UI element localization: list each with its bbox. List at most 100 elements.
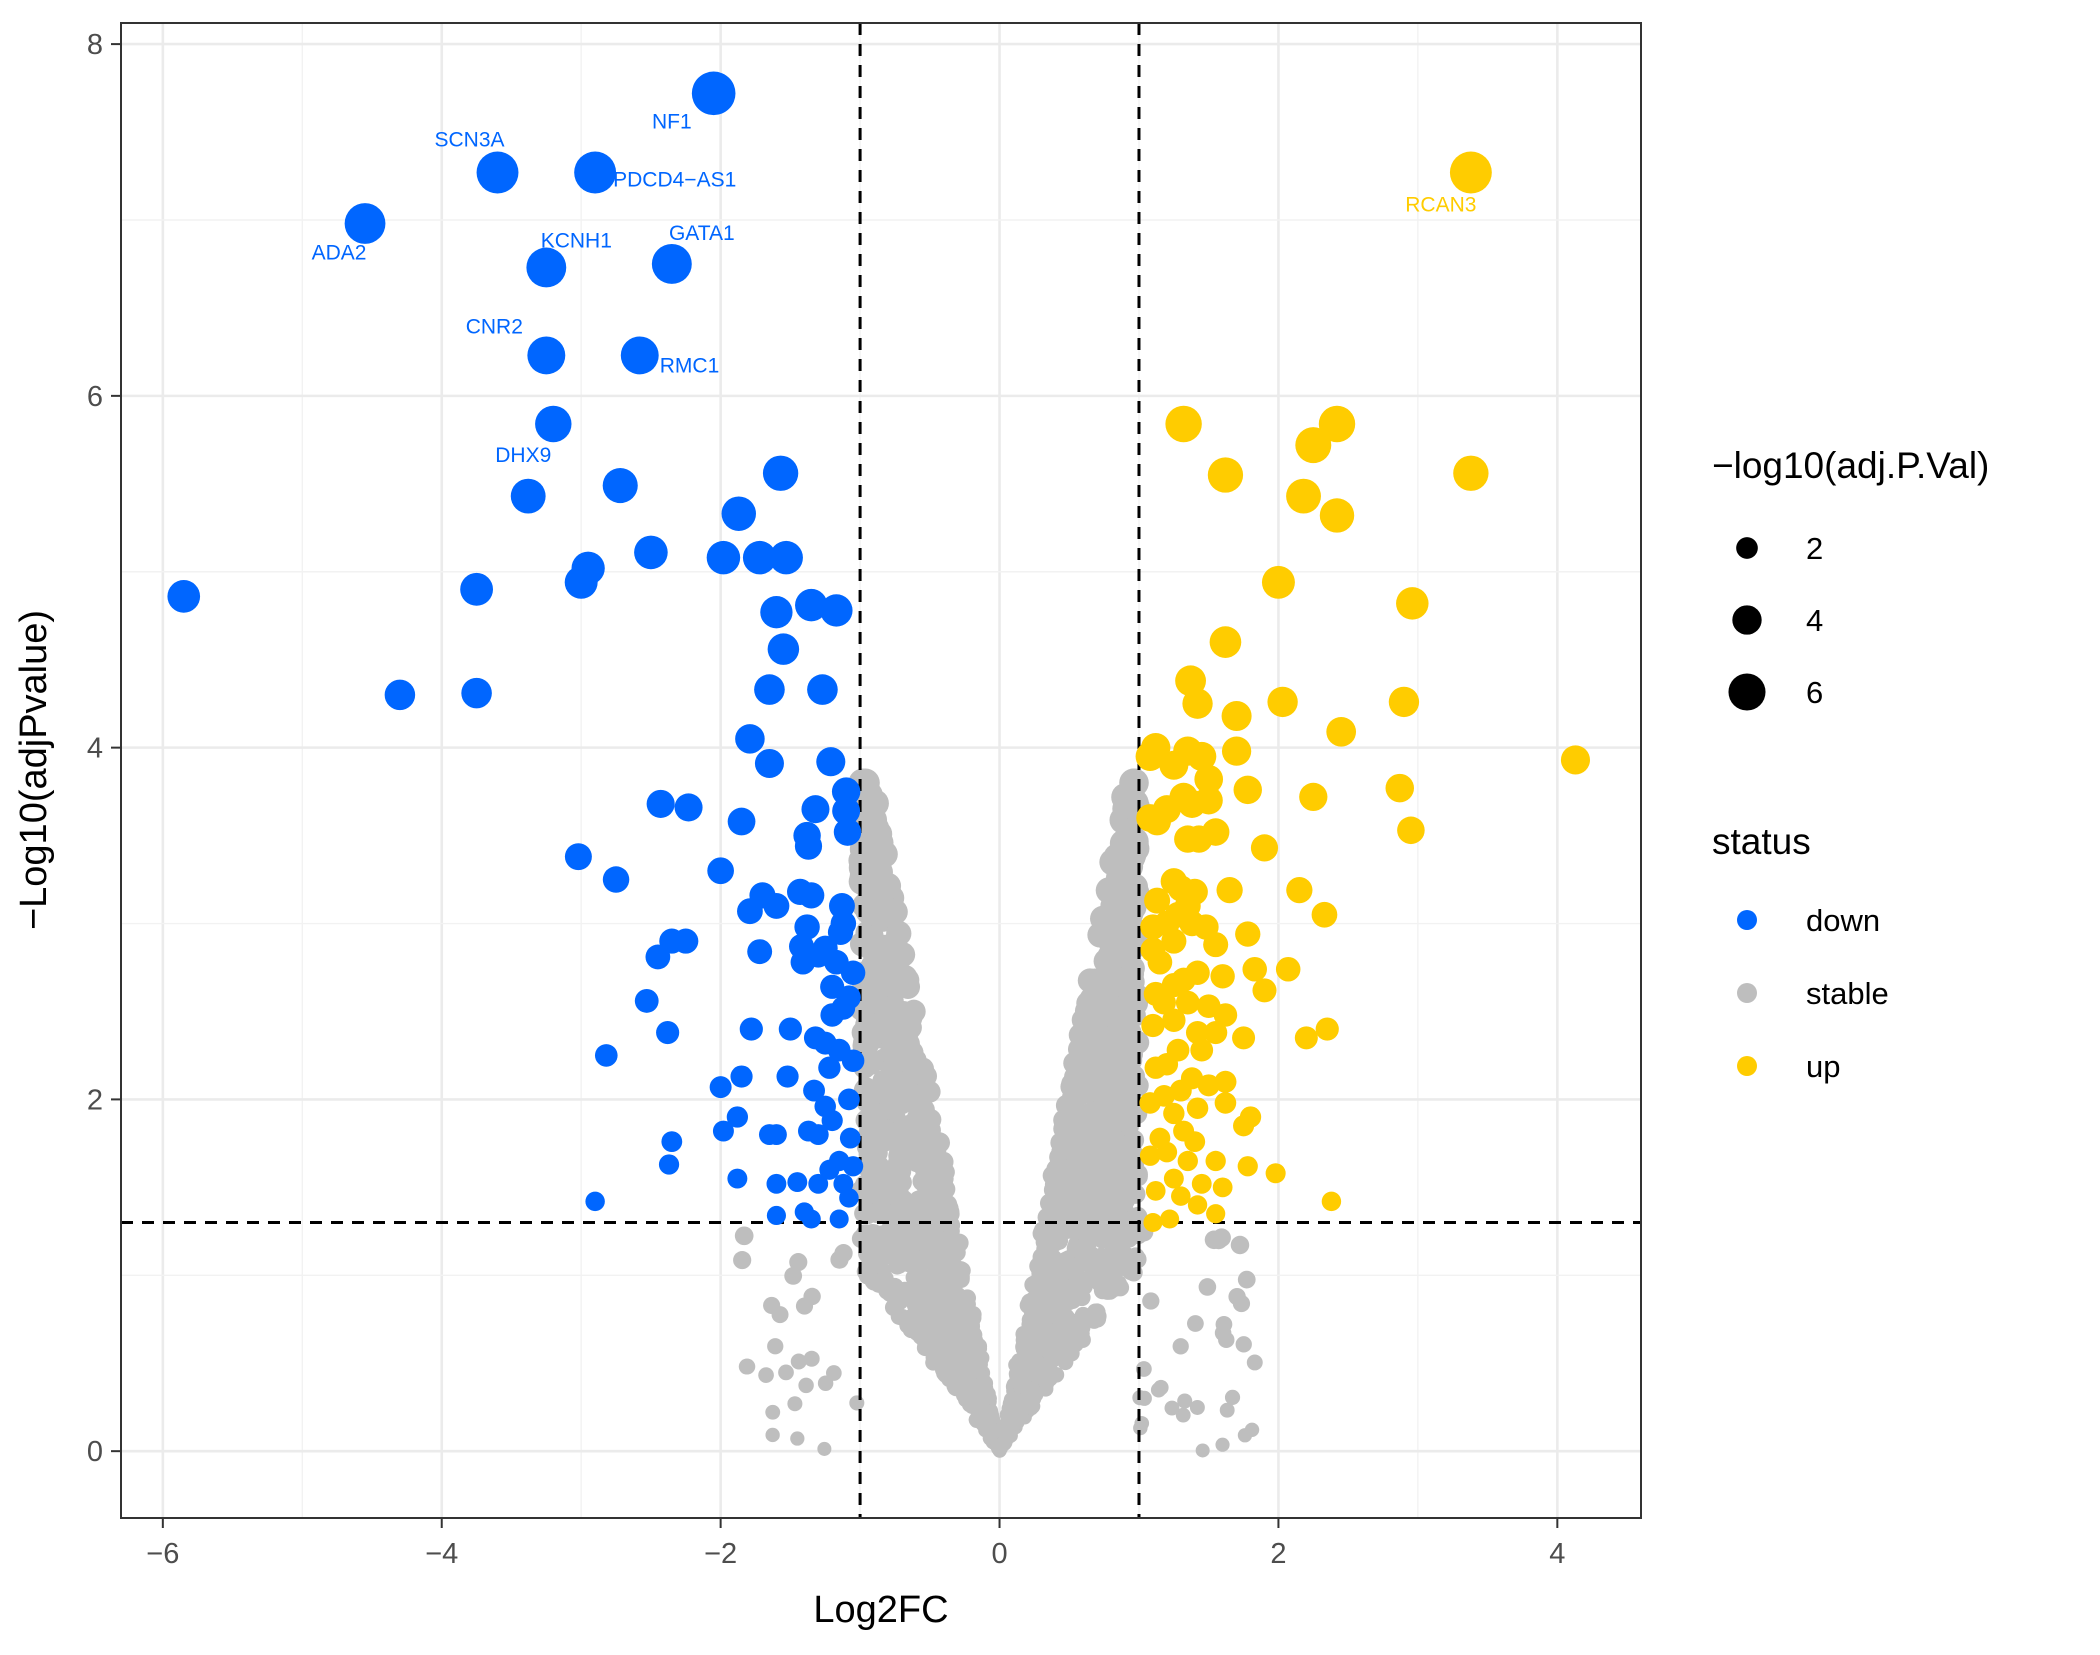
stable-point bbox=[1031, 1356, 1048, 1373]
stable-point bbox=[817, 1375, 834, 1392]
down-point bbox=[571, 551, 605, 585]
up-point bbox=[1275, 956, 1301, 982]
x-tick-label: 2 bbox=[1270, 1538, 1286, 1570]
up-point bbox=[1216, 876, 1243, 904]
y-tick-label: 6 bbox=[87, 381, 103, 413]
up-point bbox=[1156, 1141, 1178, 1163]
stable-point bbox=[889, 1183, 909, 1204]
stable-point bbox=[1078, 1126, 1100, 1148]
stable-point bbox=[1110, 915, 1136, 942]
x-tick-label: −2 bbox=[704, 1538, 737, 1570]
down-point bbox=[798, 882, 825, 909]
down-point bbox=[673, 928, 699, 954]
up-point bbox=[1232, 1026, 1256, 1050]
down-point bbox=[790, 949, 816, 975]
down-point bbox=[535, 405, 572, 443]
up-point bbox=[1221, 700, 1252, 732]
stable-point bbox=[1175, 1407, 1191, 1423]
stable-point bbox=[1034, 1226, 1054, 1245]
stable-point bbox=[739, 1358, 756, 1375]
down-point bbox=[709, 1076, 732, 1099]
down-point bbox=[778, 1017, 802, 1041]
down-point bbox=[754, 674, 785, 705]
up-point bbox=[1209, 626, 1242, 658]
stable-point bbox=[763, 1296, 781, 1314]
down-point bbox=[712, 1120, 734, 1142]
up-point bbox=[1233, 775, 1262, 805]
legend-size-title: −log10(adj.P.Val) bbox=[1712, 445, 1989, 486]
stable-point bbox=[895, 974, 921, 999]
stable-point bbox=[1246, 1354, 1263, 1371]
stable-point bbox=[935, 1198, 955, 1218]
up-point bbox=[1186, 1097, 1209, 1119]
down-point bbox=[167, 580, 201, 613]
down-point bbox=[794, 832, 823, 860]
up-point bbox=[1318, 405, 1356, 443]
down-point bbox=[808, 1173, 829, 1194]
down-point bbox=[832, 796, 861, 825]
stable-point bbox=[1086, 1303, 1104, 1321]
legend-status-label: up bbox=[1806, 1049, 1840, 1084]
up-point bbox=[1319, 498, 1355, 533]
stable-point bbox=[912, 1153, 934, 1174]
down-point bbox=[821, 1109, 843, 1132]
gene-label: KCNH1 bbox=[541, 229, 612, 252]
stable-point bbox=[1105, 890, 1132, 917]
stable-point bbox=[914, 1304, 932, 1322]
gene-label: CNR2 bbox=[466, 315, 523, 338]
up-point bbox=[1194, 764, 1224, 794]
stable-point bbox=[1086, 1191, 1107, 1211]
up-point bbox=[1321, 1191, 1342, 1212]
x-tick-label: 0 bbox=[991, 1538, 1007, 1570]
stable-point bbox=[864, 1147, 885, 1169]
up-point bbox=[1265, 1163, 1286, 1184]
stable-point bbox=[927, 1259, 946, 1278]
stable-point bbox=[1100, 1123, 1122, 1144]
stable-point bbox=[1010, 1374, 1026, 1390]
stable-points bbox=[733, 768, 1263, 1458]
down-point bbox=[706, 540, 741, 575]
down-point bbox=[795, 588, 828, 622]
down-point bbox=[776, 1065, 799, 1088]
stable-point bbox=[1136, 1390, 1152, 1406]
legend-status-key bbox=[1737, 910, 1757, 930]
up-point bbox=[1235, 921, 1261, 947]
down-point bbox=[707, 857, 734, 885]
stable-point bbox=[1195, 1443, 1210, 1458]
gene-label: RMC1 bbox=[660, 354, 720, 377]
up-point bbox=[1197, 1074, 1220, 1097]
stable-point bbox=[888, 1203, 909, 1223]
down-point bbox=[527, 336, 566, 375]
up-point bbox=[1161, 972, 1186, 998]
up-point bbox=[1144, 887, 1171, 914]
down-point bbox=[754, 748, 784, 778]
gene-label: RCAN3 bbox=[1405, 194, 1476, 217]
stable-point bbox=[886, 920, 912, 947]
gene-label: GATA1 bbox=[669, 222, 735, 245]
stable-point bbox=[1051, 1171, 1072, 1192]
y-tick-label: 2 bbox=[87, 1084, 103, 1116]
up-point bbox=[1560, 745, 1591, 775]
down-point bbox=[585, 1191, 605, 1212]
down-point bbox=[510, 478, 546, 514]
down-point bbox=[769, 540, 803, 575]
down-point bbox=[827, 919, 854, 945]
stable-point bbox=[1133, 1420, 1148, 1436]
down-point bbox=[807, 674, 838, 705]
stable-point bbox=[787, 1396, 803, 1412]
y-tick-label: 8 bbox=[87, 29, 103, 61]
down-point bbox=[763, 892, 790, 919]
legend: −log10(adj.P.Val) 2 4 6 status down stable u… bbox=[1712, 445, 1989, 1084]
gene-label: ADA2 bbox=[312, 242, 367, 265]
stable-point bbox=[1224, 1389, 1241, 1405]
stable-point bbox=[849, 1395, 865, 1411]
legend-status-items: down stable up bbox=[1737, 903, 1889, 1084]
stable-point bbox=[1096, 1173, 1117, 1194]
stable-point bbox=[958, 1289, 977, 1307]
up-point bbox=[1161, 928, 1187, 954]
down-point bbox=[820, 594, 853, 627]
stable-point bbox=[1085, 1159, 1106, 1180]
up-point bbox=[1252, 978, 1277, 1003]
up-point bbox=[1139, 1145, 1161, 1166]
up-point bbox=[1286, 876, 1313, 904]
